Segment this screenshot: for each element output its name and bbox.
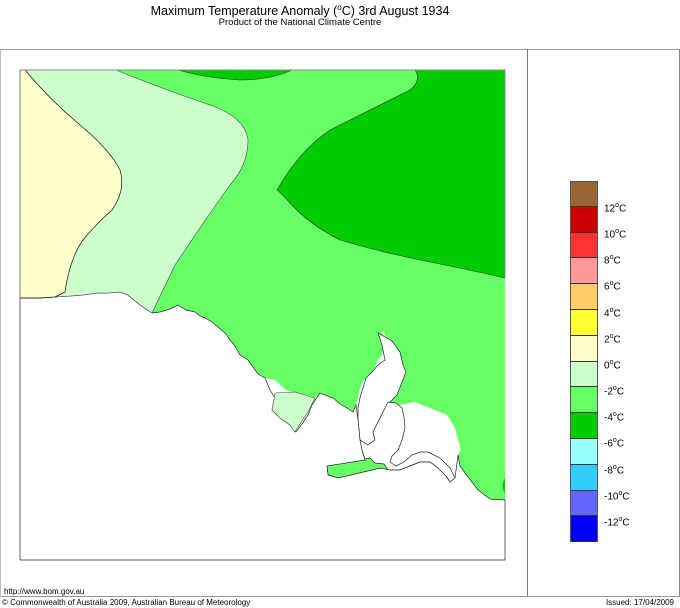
legend-swatch [570,438,598,465]
legend-label: 6oC [604,280,621,293]
legend-swatch [570,490,598,517]
copyright-notice: © Commonwealth of Australia 2009, Austra… [2,598,251,607]
legend-label: -8oC [604,464,625,477]
zone-minus4-minus6-edge [502,478,505,494]
legend-swatch [570,335,598,362]
legend-swatch [570,413,598,439]
legend-label: 2oC [604,333,621,346]
legend-swatch [570,464,598,491]
legend-swatch [570,284,598,310]
zone-minus4-minus6-north [177,69,293,81]
legend-label: 12oC [604,202,627,215]
legend-swatch [570,258,598,285]
legend-label: 0oC [604,359,621,372]
map-subtitle: Product of the National Climate Centre [218,17,382,28]
legend-label: -2oC [604,385,625,398]
bom-url-link[interactable]: http://www.bom.gov.au [4,587,85,596]
zone-0-plus2 [19,69,123,299]
color-legend [570,181,598,543]
southern-ocean [19,291,506,561]
legend-label: 10oC [604,228,627,241]
legend-label: 4oC [604,307,621,320]
legend-label: -10oC [604,490,630,503]
legend-swatch [570,206,598,233]
legend-label: -12oC [604,516,630,529]
map-title: Maximum Temperature Anomaly (oC) 3rd Aug… [150,3,450,19]
legend-swatch [570,181,598,207]
zone-0-minus2-south [271,391,316,433]
legend-label: 8oC [604,254,621,267]
legend-swatch [570,232,598,259]
legend-divider [527,49,528,596]
zone-minus4-minus6-east [276,69,506,279]
legend-swatch [570,361,598,388]
legend-label: -4oC [604,411,625,424]
legend-swatch [570,387,598,414]
legend-swatch [570,516,598,543]
legend-label: -6oC [604,437,625,450]
legend-swatch [570,309,598,336]
issued-date: Issued: 17/04/2009 [605,598,674,607]
